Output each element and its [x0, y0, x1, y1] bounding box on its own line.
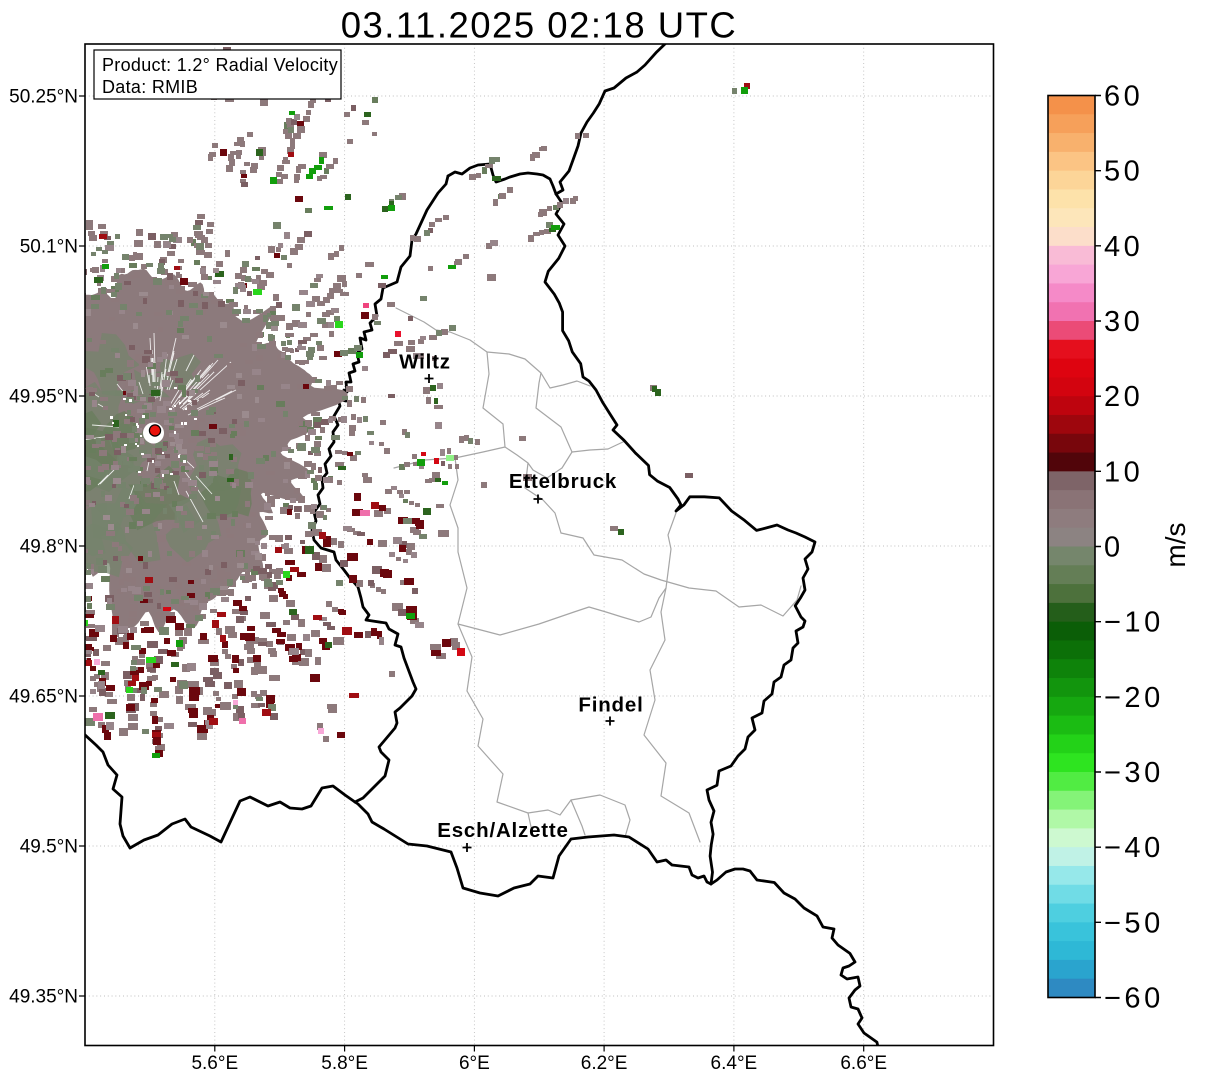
svg-text:−20: −20	[1104, 682, 1164, 714]
svg-text:5.6°E: 5.6°E	[191, 1053, 238, 1074]
svg-text:6.6°E: 6.6°E	[840, 1053, 887, 1074]
svg-text:Wiltz: Wiltz	[399, 351, 451, 374]
svg-text:30: 30	[1104, 306, 1143, 338]
svg-text:6.4°E: 6.4°E	[711, 1053, 758, 1074]
svg-text:Esch/Alzette: Esch/Alzette	[437, 819, 569, 842]
svg-text:6°E: 6°E	[459, 1053, 490, 1074]
svg-text:−40: −40	[1104, 832, 1164, 864]
svg-text:49.65°N: 49.65°N	[9, 687, 78, 708]
svg-text:50.25°N: 50.25°N	[9, 87, 78, 108]
svg-text:m/s: m/s	[1160, 522, 1191, 567]
svg-text:5.8°E: 5.8°E	[321, 1053, 368, 1074]
svg-text:50.1°N: 50.1°N	[20, 237, 78, 258]
svg-text:Findel: Findel	[578, 694, 643, 717]
svg-text:−50: −50	[1104, 907, 1164, 939]
svg-text:−30: −30	[1104, 757, 1164, 789]
svg-text:−10: −10	[1104, 607, 1164, 639]
svg-text:6.2°E: 6.2°E	[581, 1053, 628, 1074]
svg-text:50: 50	[1104, 156, 1143, 188]
svg-text:10: 10	[1104, 456, 1143, 488]
svg-text:60: 60	[1104, 81, 1143, 113]
svg-text:03.11.2025 02:18 UTC: 03.11.2025 02:18 UTC	[341, 5, 738, 46]
svg-text:40: 40	[1104, 231, 1143, 263]
svg-text:49.5°N: 49.5°N	[20, 837, 78, 858]
svg-text:Ettelbruck: Ettelbruck	[509, 470, 617, 493]
svg-text:0: 0	[1104, 532, 1124, 564]
svg-text:−60: −60	[1104, 983, 1164, 1015]
svg-text:20: 20	[1104, 381, 1143, 413]
svg-text:49.35°N: 49.35°N	[9, 987, 78, 1008]
svg-text:Data: RMIB: Data: RMIB	[102, 77, 198, 97]
svg-text:49.8°N: 49.8°N	[20, 537, 78, 558]
svg-text:Product: 1.2° Radial Velocity: Product: 1.2° Radial Velocity	[102, 55, 338, 75]
svg-text:49.95°N: 49.95°N	[9, 387, 78, 408]
